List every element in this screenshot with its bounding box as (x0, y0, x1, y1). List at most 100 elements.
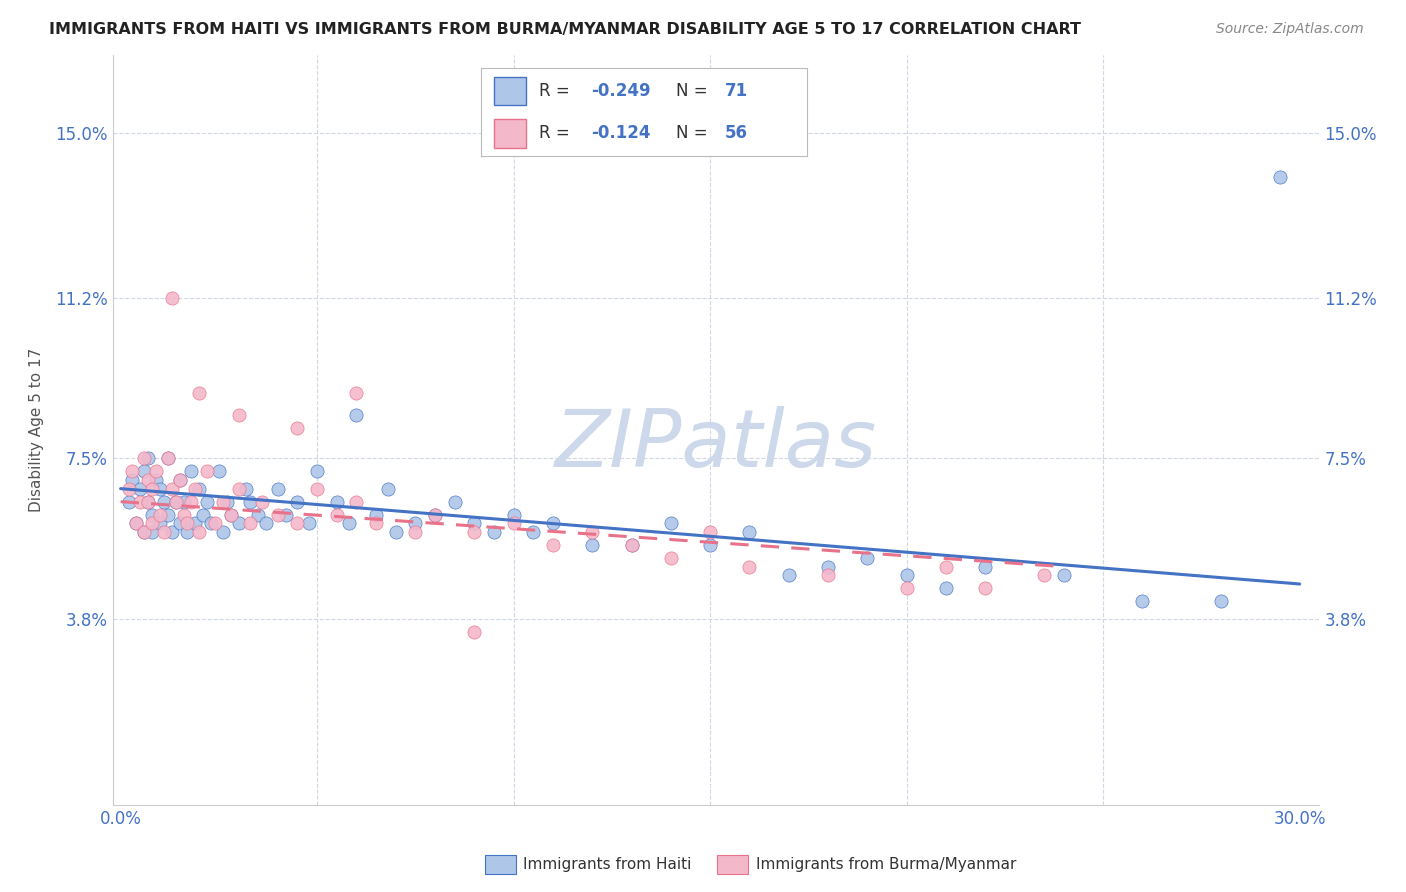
Point (337, 516, 360, 531)
Point (463, 624, 485, 639)
Point (307, 464, 329, 478)
Point (153, 524, 176, 539)
Point (346, 386, 368, 401)
Point (935, 582, 957, 596)
Point (149, 482, 172, 496)
Point (346, 494, 368, 508)
Point (136, 494, 159, 508)
Point (482, 524, 505, 539)
Point (384, 524, 406, 539)
Point (141, 482, 163, 496)
Point (188, 482, 211, 496)
Point (502, 508, 524, 522)
Point (974, 582, 997, 596)
Point (287, 421, 309, 435)
Point (134, 464, 156, 478)
Point (346, 408, 368, 422)
Point (145, 464, 167, 478)
Point (200, 516, 222, 531)
Point (404, 516, 426, 531)
Point (817, 559, 839, 574)
Point (502, 516, 524, 531)
Point (1268, 169, 1291, 184)
Point (156, 508, 179, 522)
Point (156, 451, 179, 466)
Point (145, 473, 167, 487)
Point (423, 508, 446, 522)
Point (1209, 594, 1232, 608)
Point (193, 508, 215, 522)
Point (659, 516, 682, 531)
Point (541, 516, 564, 531)
Point (699, 538, 721, 552)
Point (817, 568, 839, 582)
Point (228, 482, 250, 496)
Point (136, 473, 159, 487)
Text: Source: ZipAtlas.com: Source: ZipAtlas.com (1216, 22, 1364, 37)
Point (160, 482, 183, 496)
Point (239, 494, 262, 508)
Point (1053, 568, 1076, 582)
Y-axis label: Disability Age 5 to 17: Disability Age 5 to 17 (30, 348, 44, 512)
Point (169, 516, 191, 531)
Point (134, 451, 156, 466)
Point (136, 451, 159, 466)
Point (326, 494, 349, 508)
Point (173, 494, 195, 508)
Point (121, 464, 143, 478)
Point (215, 494, 238, 508)
Point (188, 386, 211, 401)
Point (117, 494, 139, 508)
Point (195, 494, 218, 508)
Point (581, 538, 603, 552)
Point (235, 482, 257, 496)
Point (287, 494, 309, 508)
Point (117, 482, 139, 496)
Point (423, 508, 446, 522)
Point (156, 451, 179, 466)
Point (160, 291, 183, 305)
Point (239, 516, 262, 531)
Point (443, 494, 465, 508)
Point (250, 494, 273, 508)
Point (896, 568, 918, 582)
Point (125, 516, 148, 531)
Point (738, 559, 761, 574)
Point (180, 464, 202, 478)
Point (267, 482, 290, 496)
Point (121, 473, 143, 487)
Point (298, 516, 321, 531)
Point (141, 516, 163, 531)
Point (141, 524, 163, 539)
Point (136, 494, 159, 508)
Point (247, 508, 270, 522)
Point (254, 516, 277, 531)
Point (208, 464, 231, 478)
Point (522, 524, 544, 539)
Point (160, 524, 183, 539)
Point (935, 559, 957, 574)
Point (738, 524, 761, 539)
Point (778, 568, 800, 582)
Point (620, 538, 643, 552)
Point (176, 516, 198, 531)
Point (267, 508, 290, 522)
Point (195, 464, 218, 478)
Text: Immigrants from Burma/Myanmar: Immigrants from Burma/Myanmar (756, 857, 1017, 871)
Point (204, 516, 226, 531)
Point (364, 508, 387, 522)
Point (141, 508, 163, 522)
Text: ZIPatlas: ZIPatlas (555, 406, 877, 484)
Point (129, 494, 152, 508)
Point (377, 482, 399, 496)
Point (176, 524, 198, 539)
Point (463, 524, 485, 539)
Point (165, 494, 187, 508)
Point (184, 482, 207, 496)
Point (184, 516, 207, 531)
Point (149, 508, 172, 522)
Point (896, 582, 918, 596)
Point (659, 551, 682, 566)
Point (219, 508, 242, 522)
Point (974, 559, 997, 574)
